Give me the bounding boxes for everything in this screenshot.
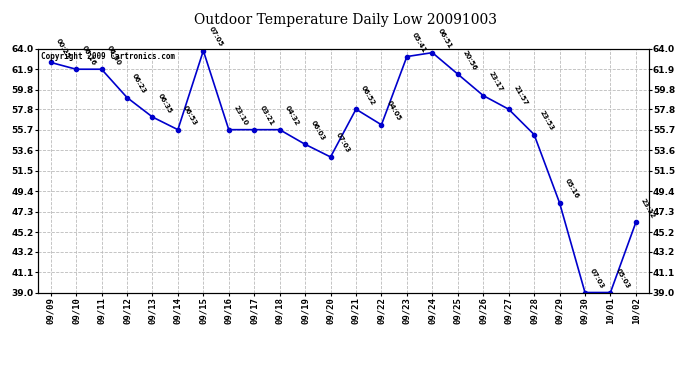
Text: 04:32: 04:32 xyxy=(284,105,300,127)
Text: 20:56: 20:56 xyxy=(462,50,478,71)
Text: 05:41: 05:41 xyxy=(411,32,427,54)
Text: 06:51: 06:51 xyxy=(437,28,453,50)
Text: 07:03: 07:03 xyxy=(335,132,351,154)
Text: 04:05: 04:05 xyxy=(386,100,402,122)
Text: 23:10: 23:10 xyxy=(233,105,249,127)
Text: 03:21: 03:21 xyxy=(258,105,275,127)
Text: 00:25: 00:25 xyxy=(55,38,71,60)
Text: 21:57: 21:57 xyxy=(513,84,529,106)
Text: Outdoor Temperature Daily Low 20091003: Outdoor Temperature Daily Low 20091003 xyxy=(193,13,497,27)
Text: 06:53: 06:53 xyxy=(182,105,198,127)
Text: 23:53: 23:53 xyxy=(538,110,555,132)
Text: 06:03: 06:03 xyxy=(309,119,326,141)
Text: 07:05: 07:05 xyxy=(208,26,224,48)
Text: 05:16: 05:16 xyxy=(564,178,580,200)
Text: 06:52: 06:52 xyxy=(360,84,376,106)
Text: 06:50: 06:50 xyxy=(106,44,122,66)
Text: 06:35: 06:35 xyxy=(157,92,172,114)
Text: 06:23: 06:23 xyxy=(131,73,148,95)
Text: 06:16: 06:16 xyxy=(80,44,97,66)
Text: Copyright 2009 Cartronics.com: Copyright 2009 Cartronics.com xyxy=(41,53,175,62)
Text: 23:12: 23:12 xyxy=(640,198,656,219)
Text: 23:17: 23:17 xyxy=(487,70,504,93)
Text: 05:03: 05:03 xyxy=(615,267,631,290)
Text: 07:03: 07:03 xyxy=(589,267,606,290)
